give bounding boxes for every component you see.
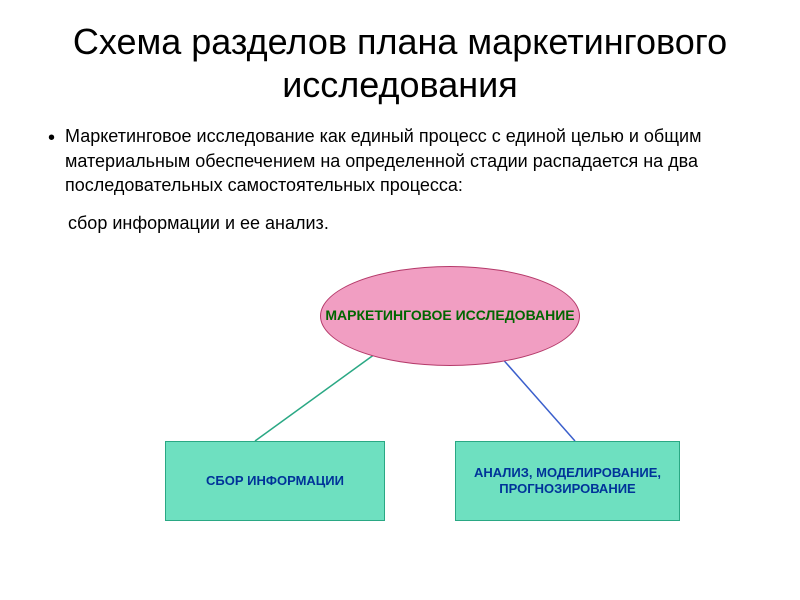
box-right-node: АНАЛИЗ, МОДЕЛИРОВАНИЕ, ПРОГНОЗИРОВАНИЕ — [455, 441, 680, 521]
bullet-block: • Маркетинговое исследование как единый … — [40, 124, 760, 197]
connector-line — [500, 356, 575, 441]
ellipse-node: МАРКЕТИНГОВОЕ ИССЛЕДОВАНИЕ — [320, 266, 580, 366]
sub-paragraph: сбор информации и ее анализ. — [68, 211, 760, 235]
bullet-marker: • — [48, 124, 55, 152]
diagram-canvas: МАРКЕТИНГОВОЕ ИССЛЕДОВАНИЕ СБОР ИНФОРМАЦ… — [40, 246, 760, 546]
box-left-label: СБОР ИНФОРМАЦИИ — [206, 473, 344, 489]
page-title: Схема разделов плана маркетингового иссл… — [40, 20, 760, 106]
ellipse-label: МАРКЕТИНГОВОЕ ИССЛЕДОВАНИЕ — [325, 307, 574, 324]
box-right-label: АНАЛИЗ, МОДЕЛИРОВАНИЕ, ПРОГНОЗИРОВАНИЕ — [462, 465, 673, 496]
connector-line — [255, 354, 375, 441]
box-left-node: СБОР ИНФОРМАЦИИ — [165, 441, 385, 521]
main-paragraph: Маркетинговое исследование как единый пр… — [65, 124, 760, 197]
